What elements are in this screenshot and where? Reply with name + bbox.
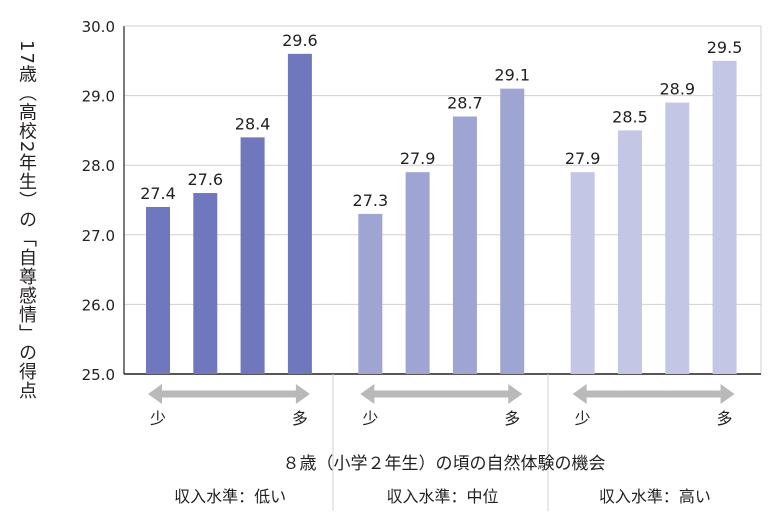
y-tick-label: 30.0 [82, 18, 115, 36]
x-axis-title: ８歳（小学２年生）の頃の自然体験の機会 [282, 454, 606, 474]
arrow-head-left [572, 384, 587, 404]
data-label: 28.4 [235, 114, 271, 133]
arrow-label-right: 多 [504, 409, 520, 428]
data-label: 27.4 [140, 184, 176, 203]
group-label: 収入水準：高い [599, 487, 711, 506]
arrow-head-right [720, 384, 735, 404]
bar [570, 172, 595, 374]
y-tick-label: 29.0 [82, 88, 115, 106]
bar [405, 172, 430, 374]
arrow-label-left: 少 [575, 409, 591, 428]
bar [452, 116, 477, 374]
bar [617, 130, 642, 374]
arrow-head-right [295, 384, 310, 404]
arrow-label-right: 多 [717, 409, 733, 428]
arrow-head-right [508, 384, 523, 404]
y-tick-label: 25.0 [82, 366, 115, 384]
arrow-head-left [148, 384, 162, 404]
data-label: 28.9 [659, 80, 695, 99]
arrow-head-left [360, 384, 375, 404]
y-tick-label: 28.0 [82, 157, 115, 175]
y-axis-title-wrap: 17歳（高校2年生）の「自尊感情」の得点 [6, 40, 46, 401]
bar [358, 213, 383, 374]
bar [146, 206, 170, 374]
bar [500, 88, 525, 374]
data-label: 29.6 [282, 31, 318, 50]
group-label: 収入水準：中位 [386, 487, 498, 506]
y-axis-title: 17歳（高校2年生）の「自尊感情」の得点 [16, 40, 37, 401]
group-label: 収入水準：低い [174, 487, 286, 506]
data-label: 27.6 [187, 170, 223, 189]
bar [240, 137, 265, 374]
bar [665, 102, 690, 374]
data-label: 28.5 [612, 107, 648, 126]
data-label: 29.5 [707, 38, 743, 57]
bar [712, 60, 737, 375]
data-label: 27.3 [353, 191, 389, 210]
bar [193, 193, 218, 374]
arrow-label-left: 少 [362, 409, 378, 428]
bar [287, 53, 312, 375]
data-label: 28.7 [447, 93, 483, 112]
data-label: 29.1 [494, 66, 530, 85]
y-tick-label: 27.0 [82, 227, 115, 245]
arrow-label-right: 多 [292, 409, 308, 428]
y-tick-label: 26.0 [82, 296, 115, 314]
data-label: 27.9 [565, 149, 601, 168]
arrow-label-left: 少 [150, 409, 166, 428]
data-label: 27.9 [400, 149, 436, 168]
